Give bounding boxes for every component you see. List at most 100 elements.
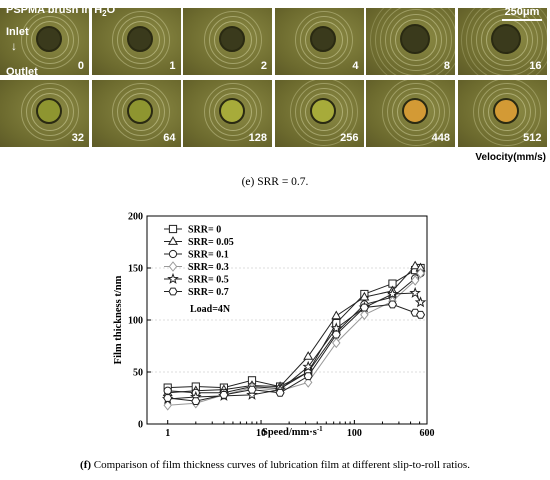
- scale-bar-label: 250μm: [504, 6, 540, 18]
- interference-ring: [389, 13, 442, 66]
- interference-ring: [30, 20, 69, 59]
- series-point: [331, 330, 341, 339]
- legend-label: SRR= 0.3: [188, 262, 229, 273]
- x-axis-label-sup: -1: [317, 425, 323, 433]
- interference-ring: [471, 8, 544, 75]
- velocity-value-label: 128: [248, 132, 267, 144]
- series-point: [360, 309, 369, 321]
- interference-ring: [213, 92, 252, 131]
- velocity-value-label: 64: [163, 132, 176, 144]
- velocity-value-label: 0: [77, 60, 84, 72]
- y-tick-label: 0: [138, 420, 143, 431]
- series-point: [330, 322, 343, 334]
- series-point: [168, 224, 178, 234]
- x-tick-label: 100: [347, 428, 362, 439]
- interference-ring: [466, 8, 547, 75]
- legend-label: SRR= 0.05: [188, 237, 234, 248]
- interference-ring: [481, 13, 534, 66]
- interference-ring: [122, 20, 161, 59]
- contact-spot: [310, 97, 337, 124]
- interference-ring: [396, 92, 435, 131]
- interference-ring: [384, 8, 447, 71]
- series-point: [303, 372, 313, 381]
- interference-ring: [25, 15, 74, 64]
- interference-ring: [386, 82, 445, 141]
- micrograph-panel: 0 1 2 4 8 16 32 64 128 256 448 512 PSPMA brush in …: [0, 0, 550, 150]
- velocity-value-label: 256: [340, 132, 359, 144]
- series-point: [163, 399, 172, 411]
- axis-ticks: 0 50 100 150 200 1 10 100 600: [128, 212, 435, 440]
- interference-ring: [305, 92, 344, 131]
- velocity-value-label: 8: [443, 60, 450, 72]
- interference-ring: [213, 20, 252, 59]
- series-point: [414, 296, 427, 308]
- series-point: [303, 351, 314, 360]
- interference-ring: [20, 82, 79, 141]
- micrograph-tile: 64: [91, 80, 181, 147]
- contact-spot: [218, 25, 245, 52]
- velocity-value-label: 1: [169, 60, 176, 72]
- caption-e: (e) SRR = 0.7.: [241, 176, 309, 188]
- micrograph-tile: 8: [366, 8, 455, 75]
- x-axis-label-text: Speed/mm·s: [262, 427, 317, 438]
- y-tick-label: 150: [128, 264, 143, 275]
- series-group: [163, 300, 426, 406]
- x-tick-label: 600: [420, 428, 435, 439]
- legend-label: SRR= 0.5: [188, 275, 229, 286]
- micrograph-tile: 512: [457, 80, 547, 147]
- interference-ring: [25, 87, 74, 136]
- caption-f-text: Comparison of film thickness curves of l…: [93, 459, 470, 471]
- contact-spot: [127, 97, 154, 124]
- contact-spot: [491, 23, 522, 54]
- interference-ring: [483, 87, 532, 136]
- series-point: [219, 390, 229, 399]
- contact-spot: [218, 97, 245, 124]
- interference-ring: [488, 92, 527, 131]
- interference-ring: [117, 87, 166, 136]
- interference-ring: [290, 80, 359, 146]
- interference-ring: [391, 87, 440, 136]
- interference-ring: [295, 82, 354, 141]
- micrograph-title: PSPMA brush in H2O: [6, 4, 115, 18]
- legend-label: SRR= 0.7: [188, 287, 229, 298]
- interference-ring: [381, 80, 450, 146]
- interference-ring: [305, 20, 344, 59]
- interference-ring: [295, 10, 354, 69]
- micrograph-tile: 2: [183, 8, 272, 75]
- series-point: [163, 394, 173, 402]
- micrograph-tile: 448: [366, 80, 455, 147]
- interference-ring: [369, 8, 455, 75]
- scale-bar: 250μm: [502, 6, 542, 21]
- x-tick-label: 10: [256, 428, 266, 439]
- interference-ring: [476, 8, 539, 71]
- velocity-value-label: 448: [431, 132, 450, 144]
- series-point: [409, 286, 421, 298]
- series-point: [303, 377, 313, 388]
- contact-spot: [127, 25, 154, 52]
- interference-ring: [20, 10, 79, 69]
- series-point: [168, 287, 178, 296]
- interference-ring: [208, 15, 257, 64]
- interference-ring: [300, 15, 349, 64]
- scale-bar-line: [502, 19, 542, 21]
- interference-ring: [30, 92, 69, 131]
- contact-spot: [310, 25, 337, 52]
- y-tick-label: 50: [133, 368, 143, 379]
- interference-ring: [122, 92, 161, 131]
- velocity-value-label: 4: [352, 60, 359, 72]
- interference-ring: [478, 82, 537, 141]
- y-tick-label: 100: [128, 316, 143, 327]
- contact-spot: [401, 97, 428, 124]
- interference-ring: [379, 8, 452, 75]
- velocity-value-label: 16: [529, 60, 542, 72]
- velocity-value-label: 512: [523, 132, 542, 144]
- series-point: [191, 397, 201, 406]
- series-point: [275, 388, 285, 397]
- micrograph-tile: 256: [274, 80, 364, 147]
- interference-ring: [203, 10, 262, 69]
- load-annotation: Load=4N: [190, 304, 231, 315]
- series-point: [167, 236, 179, 245]
- velocity-value-label: 32: [71, 132, 84, 144]
- series-point: [247, 385, 257, 394]
